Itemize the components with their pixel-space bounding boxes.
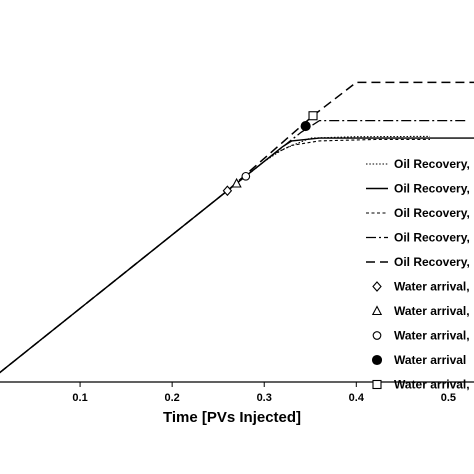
legend-label-4: Oil Recovery, [394, 231, 470, 245]
legend-label-1: Oil Recovery, [394, 157, 470, 171]
legend-symbol-circle-filled [371, 354, 383, 366]
x-axis-title: Time [PVs Injected] [163, 409, 301, 426]
markers-layer [222, 111, 318, 197]
legend-label-5: Oil Recovery, [394, 255, 470, 269]
marker-square-open-5 [308, 111, 318, 121]
legend-symbol-square-open [372, 379, 382, 390]
legend: Oil Recovery, Oil Recovery, Oil Recovery, O… [366, 157, 470, 392]
x-tick-label-3: 0.3 [257, 392, 272, 404]
marker-diamond-1 [222, 185, 233, 197]
legend-label-8: Water arrival, [394, 329, 470, 343]
legend-label-6: Water arrival, [394, 280, 470, 294]
legend-symbol-triangle [371, 305, 383, 316]
x-tick-label-1: 0.1 [72, 392, 87, 404]
legend-label-7: Water arrival, [394, 304, 470, 318]
legend-label-3: Oil Recovery, [394, 206, 470, 220]
marker-circle-filled-4 [300, 121, 311, 132]
legend-symbol-diamond [372, 281, 382, 292]
series-line-5-longdash [0, 81, 474, 374]
legend-label-2: Oil Recovery, [394, 182, 470, 196]
x-tick-label-2: 0.2 [165, 392, 180, 404]
marker-circle-open-3 [241, 171, 251, 181]
legend-symbol-circle-open [372, 331, 382, 340]
legend-label-9: Water arrival [394, 353, 466, 367]
x-tick-label-5: 0.5 [441, 392, 456, 404]
legend-label-10: Water arrival, [394, 378, 470, 392]
x-tick-label-4: 0.4 [349, 392, 365, 404]
x-ticks: 0.1 0.2 0.3 0.4 0.5 [72, 382, 456, 404]
series-line-1-dotted [0, 135, 431, 374]
marker-triangle-2 [231, 177, 242, 188]
series-line-3-dashed [0, 138, 430, 374]
